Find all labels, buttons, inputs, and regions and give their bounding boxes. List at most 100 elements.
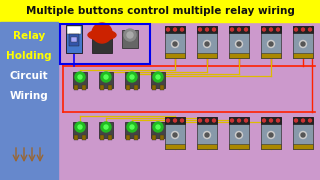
Bar xyxy=(99,122,113,138)
Circle shape xyxy=(212,119,215,122)
Ellipse shape xyxy=(88,30,116,40)
Circle shape xyxy=(124,29,136,41)
Bar xyxy=(58,22,320,180)
Circle shape xyxy=(104,125,108,129)
Bar xyxy=(66,25,82,53)
Circle shape xyxy=(78,75,82,79)
Bar xyxy=(293,53,313,58)
Circle shape xyxy=(153,72,163,82)
Circle shape xyxy=(153,122,163,132)
Bar xyxy=(197,117,217,149)
Bar xyxy=(197,26,217,58)
Circle shape xyxy=(172,40,179,48)
Bar xyxy=(165,117,185,124)
Circle shape xyxy=(230,119,234,122)
Circle shape xyxy=(237,133,241,137)
Bar xyxy=(82,135,86,140)
Circle shape xyxy=(127,32,133,38)
Bar xyxy=(293,117,313,149)
Circle shape xyxy=(301,119,305,122)
Bar xyxy=(108,85,112,90)
Circle shape xyxy=(269,42,273,46)
Bar xyxy=(197,53,217,58)
Circle shape xyxy=(236,40,243,48)
Bar xyxy=(125,72,139,88)
Bar xyxy=(165,26,185,58)
Circle shape xyxy=(198,119,202,122)
Bar xyxy=(0,0,320,22)
Circle shape xyxy=(173,42,177,46)
Circle shape xyxy=(237,119,241,122)
Bar xyxy=(229,117,249,124)
Bar xyxy=(229,26,249,33)
Circle shape xyxy=(172,132,179,138)
Circle shape xyxy=(166,28,170,31)
Bar xyxy=(74,135,78,140)
Circle shape xyxy=(173,28,177,31)
Bar xyxy=(134,135,138,140)
Bar xyxy=(165,144,185,149)
Circle shape xyxy=(130,75,134,79)
Circle shape xyxy=(104,75,108,79)
Bar xyxy=(0,22,58,180)
Bar xyxy=(108,135,112,140)
Bar xyxy=(293,117,313,124)
Circle shape xyxy=(75,72,85,82)
Text: Wiring: Wiring xyxy=(10,91,48,101)
Circle shape xyxy=(156,125,160,129)
Bar xyxy=(71,37,77,42)
Circle shape xyxy=(237,28,241,31)
Bar xyxy=(126,85,130,90)
Bar xyxy=(229,117,249,149)
Circle shape xyxy=(244,119,247,122)
Bar xyxy=(152,135,156,140)
Circle shape xyxy=(294,119,298,122)
Circle shape xyxy=(173,119,177,122)
Circle shape xyxy=(205,42,209,46)
Bar xyxy=(261,117,281,124)
Circle shape xyxy=(269,133,273,137)
Bar xyxy=(100,85,104,90)
Bar xyxy=(151,122,165,138)
Circle shape xyxy=(156,75,160,79)
Circle shape xyxy=(237,42,241,46)
Bar xyxy=(165,117,185,149)
Circle shape xyxy=(269,119,273,122)
Circle shape xyxy=(262,119,266,122)
Circle shape xyxy=(204,40,211,48)
Circle shape xyxy=(204,132,211,138)
Bar xyxy=(73,122,87,138)
Circle shape xyxy=(268,40,275,48)
Circle shape xyxy=(205,119,209,122)
Circle shape xyxy=(301,133,305,137)
Bar xyxy=(229,144,249,149)
Bar xyxy=(165,53,185,58)
Circle shape xyxy=(301,28,305,31)
Circle shape xyxy=(166,119,170,122)
Bar xyxy=(229,53,249,58)
Circle shape xyxy=(198,28,202,31)
Circle shape xyxy=(101,122,111,132)
Bar xyxy=(82,85,86,90)
Circle shape xyxy=(173,133,177,137)
Circle shape xyxy=(236,132,243,138)
Bar xyxy=(261,117,281,149)
Bar xyxy=(125,122,139,138)
Bar xyxy=(229,26,249,58)
Circle shape xyxy=(130,125,134,129)
Bar xyxy=(73,72,87,88)
Bar xyxy=(67,26,81,34)
Circle shape xyxy=(180,28,183,31)
Bar xyxy=(293,26,313,33)
Circle shape xyxy=(75,122,85,132)
Bar xyxy=(152,85,156,90)
Bar xyxy=(99,72,113,88)
Bar xyxy=(293,26,313,58)
Circle shape xyxy=(101,72,111,82)
Bar xyxy=(134,85,138,90)
Text: Relay: Relay xyxy=(13,31,45,41)
Circle shape xyxy=(205,133,209,137)
Circle shape xyxy=(78,125,82,129)
Circle shape xyxy=(276,119,279,122)
Circle shape xyxy=(308,119,311,122)
